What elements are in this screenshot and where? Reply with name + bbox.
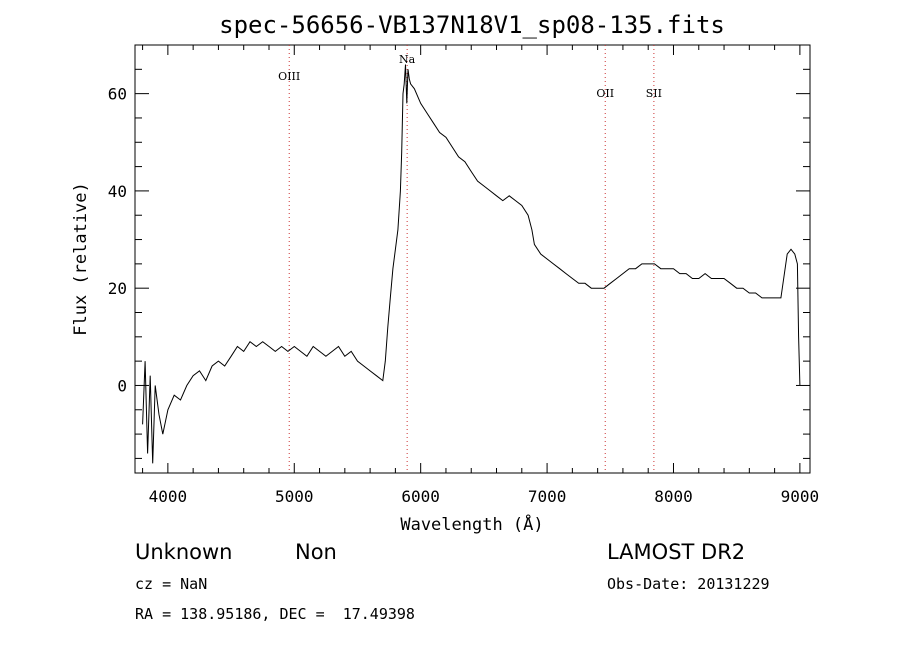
- axis-ticks: 4000 5000 6000 7000 8000 9000 0 20 40 60: [108, 44, 820, 506]
- class-label: Unknown: [135, 540, 233, 564]
- x-tick-label: 6000: [401, 487, 440, 506]
- chart-title: spec-56656-VB137N18V1_sp08-135.fits: [219, 11, 725, 39]
- x-tick-label: 9000: [781, 487, 820, 506]
- y-tick-label: 0: [117, 376, 127, 395]
- subclass-label: Non: [295, 540, 337, 564]
- x-tick-label: 7000: [528, 487, 567, 506]
- y-axis-label: Flux (relative): [71, 182, 91, 336]
- y-tick-label: 60: [108, 85, 127, 104]
- line-label-oiii: OIII: [278, 70, 300, 83]
- survey-label: LAMOST DR2: [607, 540, 746, 564]
- series-layer: [142, 64, 801, 464]
- x-tick-label: 8000: [654, 487, 693, 506]
- line-label-sii: SII: [646, 87, 662, 100]
- obs-date-text: Obs-Date: 20131229: [607, 575, 770, 593]
- spectrum-line: [142, 64, 801, 464]
- line-label-na: Na: [399, 53, 416, 66]
- y-tick-label: 20: [108, 279, 127, 298]
- coords-text: RA = 138.95186, DEC = 17.49398: [135, 605, 415, 623]
- x-axis-label: Wavelength (Å): [400, 513, 543, 535]
- line-label-oii: OII: [596, 87, 614, 100]
- plot-frame: [134, 44, 811, 474]
- line-markers: OIII Na OII SII: [278, 45, 662, 473]
- cz-text: cz = NaN: [135, 575, 208, 593]
- x-tick-label: 5000: [275, 487, 314, 506]
- y-tick-label: 40: [108, 182, 127, 201]
- x-tick-label: 4000: [149, 487, 188, 506]
